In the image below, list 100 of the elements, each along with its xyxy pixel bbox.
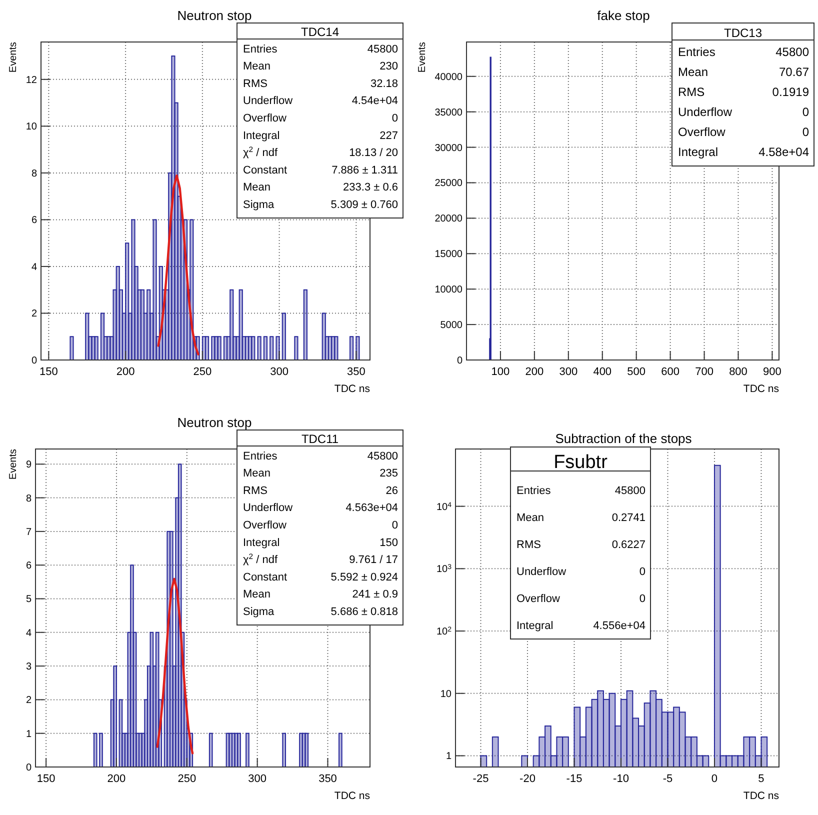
y-tick-label: 6 [26,560,32,572]
y-tick-label: 10$^{2}$ [436,626,452,638]
x-tick-label: 400 [593,366,612,378]
chart-title: Subtraction of the stops [555,431,692,446]
annotation: Constant [243,164,288,176]
x-tick-label: -5 [662,773,673,785]
annotation: Underflow [516,566,566,578]
annotation: 45800 [776,45,810,59]
y-tick-label: 10000 [434,284,463,296]
y-tick-label: 15000 [434,249,463,260]
annotation: 0.6227 [612,539,646,551]
y-tick-label: 10$^{3}$ [436,564,452,576]
annotation: Integral [243,130,280,142]
x-tick-label: 600 [661,366,680,378]
y-tick-label: 0 [456,356,463,366]
annotation: Overflow [516,593,560,605]
annotation: Overflow [678,125,726,139]
y-tick-label: 7 [26,526,32,538]
annotation: Fsubtr [554,452,608,473]
y-tick-label: 1 [446,751,452,762]
y-tick-label: 3 [26,662,32,673]
annotation: 4.556e+04 [593,620,646,632]
annotation: 4.563e+04 [346,502,398,514]
annotation: 241 ± 0.9 [352,588,398,601]
annotation: χ$^{2}$ / ndf [243,552,278,566]
x-tick-label: 700 [695,366,714,378]
x-tick-label: 300 [270,366,288,378]
x-axis-title: TDC ns [334,383,370,395]
annotation: Overflow [243,112,286,124]
annotation: 9.761 / 17 [349,554,398,566]
x-tick-label: 0 [711,773,718,785]
annotation: Entries [516,485,552,497]
annotation: Mean [243,60,271,73]
annotation: 45800 [614,485,646,497]
annotation: Underflow [243,95,293,108]
text: 0 [802,105,810,119]
x-tick-label: 300 [559,366,578,378]
text: 32.18 [370,78,398,90]
text: TDC11 [301,432,339,446]
y-tick-label: 4 [31,262,38,273]
text: 235 [380,468,398,480]
y-axis-title: Events [8,42,19,73]
y-tick-label: 0 [31,356,38,366]
annotation: Mean [243,182,271,194]
annotation: Overflow [243,520,286,532]
annotation: RMS [516,539,541,551]
x-tick-label: -20 [520,773,536,785]
x-tick-label: 150 [40,366,58,378]
annotation: 4.58e+04 [758,145,810,159]
y-tick-label: 10 [26,122,38,133]
annotation: 0.2741 [612,512,646,524]
y-tick-label: 2 [26,695,32,706]
annotation: 5.592 ± 0.924 [330,571,398,584]
annotation: χ$^{2}$ / ndf [243,144,278,160]
chart-title: Neutron stop [177,415,252,430]
y-tick-label: 8 [31,168,38,180]
y-tick-label: 1 [26,728,32,740]
annotation: Entries [243,43,278,56]
x-tick-label: -10 [613,773,629,785]
annotation: 0 [639,593,646,605]
y-tick-label: 40000 [434,72,463,83]
y-tick-label: 5000 [440,320,463,332]
y-axis-title: Events [417,42,428,73]
x-tick-label: 300 [248,773,267,785]
annotation: 4.54e+04 [352,95,398,108]
y-axis-title: Events [8,449,19,480]
y-tick-label: 4 [26,628,32,639]
y-tick-label: 10 [440,688,452,700]
annotation: 0.1919 [772,85,810,99]
x-tick-label: 800 [729,366,748,378]
x-tick-label: 200 [525,366,544,378]
annotation: Mean [243,468,271,480]
annotation: 45800 [367,43,398,56]
x-tick-label: 200 [107,773,126,785]
x-tick-label: 250 [193,366,212,378]
annotation: Entries [678,45,716,59]
x-tick-label: -15 [566,773,582,785]
annotation: Integral [516,620,554,632]
x-axis-title: TDC ns [334,790,370,802]
annotation: 233.3 ± 0.6 [343,182,398,194]
x-tick-label: 200 [116,366,135,378]
x-axis-title: TDC ns [743,383,779,395]
annotation: Sigma [243,199,276,211]
annotation: Sigma [243,606,276,618]
annotation: 5.686 ± 0.818 [330,606,398,618]
annotation: RMS [243,484,268,497]
annotation: 70.67 [778,65,810,79]
x-tick-label: -25 [472,773,489,785]
chart-title: fake stop [597,8,650,23]
text: 0 [392,112,398,124]
annotation: 7.886 ± 1.311 [332,164,398,176]
annotation: Mean [516,512,544,524]
chart-title: Neutron stop [177,8,252,23]
y-tick-label: 8 [26,493,32,504]
x-axis-title: TDC ns [743,790,779,802]
annotation: Entries [243,450,278,462]
y-tick-label: 12 [26,74,38,86]
y-tick-label: 2 [31,308,38,320]
y-tick-label: 35000 [434,107,463,118]
annotation: Integral [243,536,280,549]
